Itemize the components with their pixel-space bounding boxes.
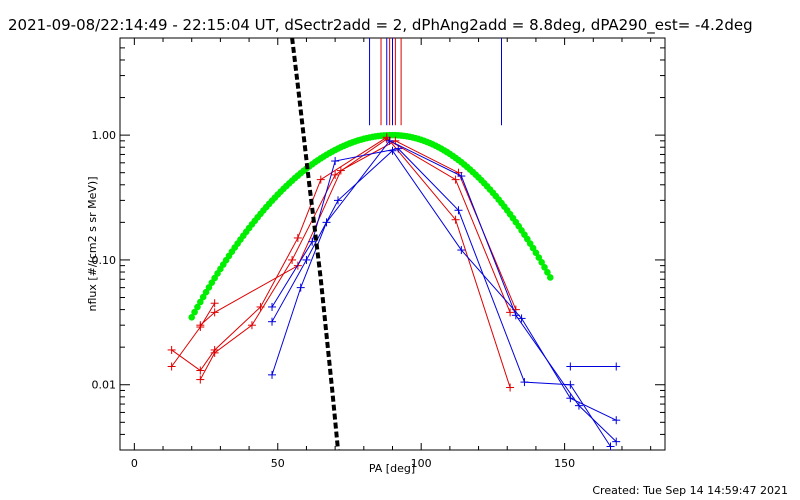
blue-series-point [268,317,277,326]
blue-series-point [566,362,575,371]
green-fit-point [191,308,198,316]
green-fit-point [535,254,543,261]
chart-title: 2021-09-08/22:14:49 - 22:15:04 UT, dSect… [8,16,753,35]
red-series-point [247,321,256,330]
created-footer: Created: Tue Sep 14 14:59:47 2021 [592,484,788,497]
blue-series-point [268,302,277,311]
x-tick-label: 100 [411,457,432,470]
green-fit-point [205,284,213,291]
x-tick-labels: 0 50 100 150 [131,457,575,470]
blue-series-point [606,442,615,451]
blue-series-point [296,283,305,292]
y-tick-label: 0.10 [92,254,117,267]
blue-series-point [331,157,340,166]
red-series-point [506,308,515,317]
red-series-point [210,308,219,317]
green-fit-curve [188,131,554,321]
axis-ticks [120,37,665,451]
green-fit-point [199,293,207,301]
y-tick-label: 1.00 [92,129,117,142]
red-series-group [167,133,520,392]
red-series-point [331,170,340,179]
y-tick-labels: 0.01 0.10 1.00 [92,129,117,392]
red-series-point [196,321,205,330]
blue-series-point [612,416,621,425]
blue-series-point [385,136,394,145]
red-series-point [451,215,460,224]
red-series-point [451,175,460,184]
blue-series-line [271,140,617,443]
red-series-point [167,345,176,354]
blue-series-line [271,149,617,421]
blue-series-point [308,237,317,246]
red-series-point [196,375,205,384]
red-series-point [167,362,176,371]
green-fit-point [202,288,210,296]
y-axis-label: nflux [#/(cm2 s sr MeV)] [86,177,99,312]
x-tick-label: 0 [131,457,138,470]
blue-series-point [457,172,466,181]
blue-series-point [334,196,342,205]
green-fit-point [538,259,545,266]
blue-series-point [394,144,403,153]
green-fit-point [546,274,554,281]
blue-series-point [612,362,621,371]
top-markers [369,38,502,126]
black-dashed-line [290,37,340,451]
red-series-point [506,383,515,392]
blue-series-point [574,401,583,410]
blue-series-point [302,255,311,264]
green-fit-point [532,249,540,257]
black-dashed-curve [290,37,340,451]
red-series-point [196,366,205,375]
x-axis-label: PA [deg] [369,462,415,475]
red-series-point [293,233,302,242]
blue-series-point [454,206,463,215]
blue-series-point [566,380,575,389]
red-series-point [316,175,325,184]
blue-series-point [457,246,466,255]
green-fit-point [194,303,201,311]
green-fit-point [188,313,196,321]
y-tick-label: 0.01 [92,379,117,392]
blue-series-point [268,370,277,379]
blue-series-point [517,314,526,323]
red-series-point [210,348,219,357]
green-fit-point [544,269,551,276]
x-tick-label: 50 [271,457,285,470]
red-series-point [288,255,297,264]
blue-series-point [612,437,621,446]
x-tick-label: 150 [554,457,575,470]
red-series-line [199,138,511,380]
green-fit-point [541,263,548,271]
red-series-point [336,166,345,175]
blue-series-point [566,394,575,403]
green-fit-point [197,298,204,306]
blue-series-point [520,378,529,387]
red-series-point [210,299,219,308]
